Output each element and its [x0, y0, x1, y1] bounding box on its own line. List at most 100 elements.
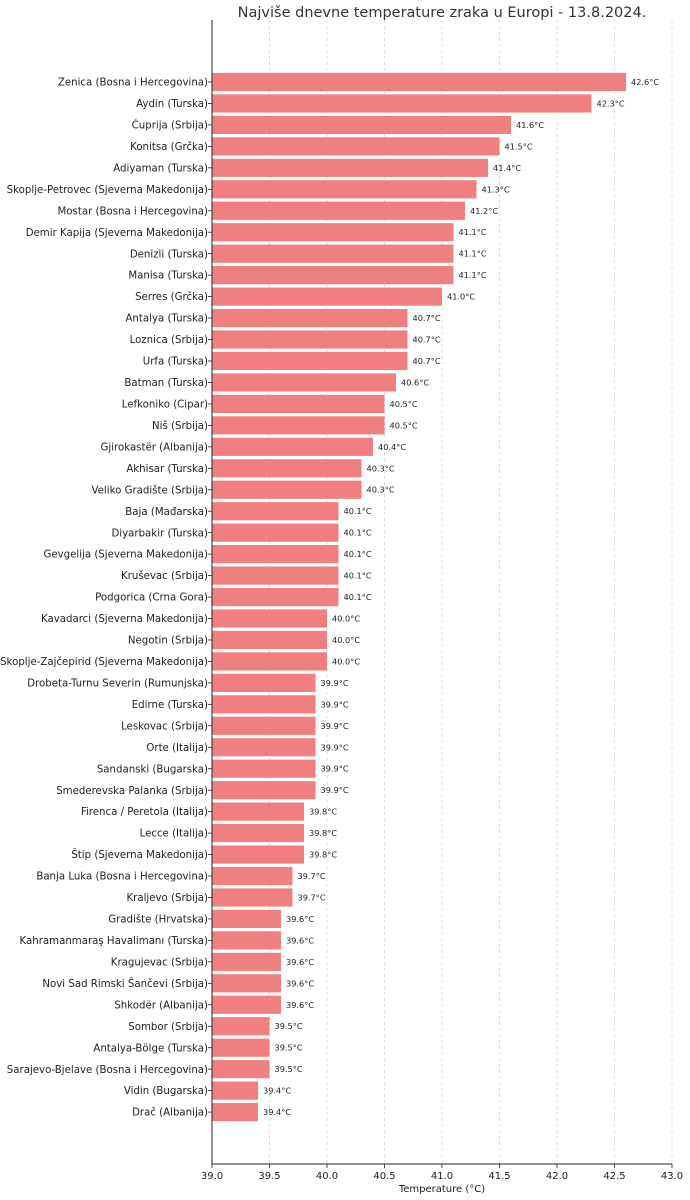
- axes: 39.0 39.5 40.0 40.5 41.0 41.5 42.0 42.5 43.0: [201, 20, 683, 1182]
- value-label: 40.6°C: [401, 377, 429, 387]
- category-label: Sandanski (Bugarska): [97, 764, 208, 775]
- category-label: Ćuprija (Srbija): [132, 119, 208, 132]
- bar: [212, 931, 281, 950]
- value-label: 40.1°C: [344, 549, 372, 559]
- category-label: Antalya (Turska): [125, 314, 208, 325]
- value-label: 40.5°C: [390, 399, 418, 409]
- category-label: Kruševac (Srbija): [121, 570, 208, 582]
- category-label: Manisa (Turska): [128, 271, 208, 282]
- value-label: 39.9°C: [321, 699, 349, 709]
- value-label: 39.9°C: [321, 721, 349, 731]
- x-tick-label: 43.0: [661, 1171, 683, 1182]
- bar: [212, 716, 316, 735]
- value-label: 40.0°C: [332, 635, 360, 645]
- bar: [212, 1081, 258, 1100]
- bar: [212, 609, 327, 628]
- category-label: Niš (Srbija): [152, 420, 208, 432]
- value-label: 39.8°C: [309, 850, 337, 860]
- bar: [212, 266, 454, 285]
- value-label: 39.5°C: [275, 1064, 303, 1074]
- bar: [212, 180, 477, 199]
- category-label: Zenica (Bosna i Hercegovina): [58, 78, 208, 89]
- value-label: 39.7°C: [298, 892, 326, 902]
- value-label: 39.6°C: [286, 978, 314, 988]
- category-label: Drač (Albanija): [132, 1107, 208, 1119]
- category-label: Konitsa (Grčka): [130, 141, 208, 153]
- value-label: 40.1°C: [344, 528, 372, 538]
- bar: [212, 695, 316, 714]
- value-label: 41.6°C: [516, 120, 544, 130]
- bar: [212, 759, 316, 778]
- bar: [212, 416, 385, 435]
- x-tick-label: 39.0: [201, 1171, 223, 1182]
- bar: [212, 1102, 258, 1122]
- value-label: 39.5°C: [275, 1043, 303, 1053]
- category-label: Smederevska Palanka (Srbija): [56, 786, 208, 797]
- category-label: Štip (Sjeverna Makedonija): [71, 848, 208, 861]
- category-labels: Zenica (Bosna i Hercegovina) Aydin (Tursk…: [0, 78, 208, 1119]
- bar: [212, 330, 408, 349]
- value-label: 42.3°C: [597, 98, 625, 108]
- bar: [212, 459, 362, 478]
- category-label: Podgorica (Crna Gora): [95, 593, 208, 604]
- value-label: 39.8°C: [309, 828, 337, 838]
- category-label: Firenca / Peretola (Italija): [81, 807, 208, 818]
- category-label: Sarajevo-Bjelave (Bosna i Hercegovina): [7, 1065, 208, 1076]
- value-label: 39.7°C: [298, 871, 326, 881]
- bar: [212, 909, 281, 929]
- category-label: Lecce (Italija): [140, 829, 208, 840]
- bar: [212, 115, 511, 135]
- value-label: 41.1°C: [459, 270, 487, 280]
- category-label: Shkodër (Albanija): [114, 1000, 208, 1011]
- category-label: Gjirokastër (Albanija): [100, 442, 208, 453]
- category-label: Skoplje-Petrovec (Sjeverna Makedonija): [7, 185, 208, 196]
- x-tick-label: 39.5: [258, 1171, 280, 1182]
- value-label: 40.1°C: [344, 506, 372, 516]
- bar: [212, 1017, 270, 1036]
- value-labels: 42.6°C 42.3°C 41.6°C 41.5°C 41.4°C 41.3°C 41.2…: [263, 77, 659, 1117]
- value-label: 42.6°C: [631, 77, 659, 87]
- bar: [212, 566, 339, 585]
- bar: [212, 502, 339, 521]
- value-label: 41.4°C: [493, 163, 521, 173]
- bar: [212, 952, 281, 971]
- category-label: Akhisar (Turska): [126, 464, 208, 475]
- bar: [212, 308, 408, 328]
- value-label: 40.1°C: [344, 571, 372, 581]
- category-label: Serres (Grčka): [135, 291, 208, 303]
- category-label: Gradište (Hrvatska): [108, 914, 208, 926]
- bar: [212, 888, 293, 907]
- category-label: Leskovac (Srbija): [121, 721, 208, 732]
- value-label: 39.6°C: [286, 914, 314, 924]
- bar: [212, 824, 304, 843]
- bar: [212, 72, 626, 92]
- x-tick-label: 40.5: [373, 1171, 395, 1182]
- value-label: 39.9°C: [321, 678, 349, 688]
- value-label: 41.2°C: [470, 206, 498, 216]
- bar: [212, 480, 362, 499]
- category-label: Orte (Italija): [146, 743, 208, 754]
- bar: [212, 223, 454, 242]
- bar: [212, 373, 396, 392]
- category-label: Diyarbakir (Turska): [111, 528, 208, 539]
- category-label: Negotin (Srbija): [128, 636, 208, 647]
- value-label: 39.6°C: [286, 935, 314, 945]
- category-label: Kraljevo (Srbija): [126, 893, 208, 904]
- bar: [212, 995, 281, 1014]
- category-label: Edirne (Turska): [132, 700, 208, 711]
- bar: [212, 437, 373, 456]
- bar: [212, 287, 442, 306]
- chart-title: Najviše dnevne temperature zraka u Europ…: [238, 5, 647, 21]
- category-label: Mostar (Bosna i Hercegovina): [58, 206, 209, 217]
- value-label: 40.0°C: [332, 656, 360, 666]
- value-label: 41.1°C: [459, 249, 487, 259]
- value-label: 40.7°C: [413, 335, 441, 345]
- category-label: Gevgelija (Sjeverna Makedonija): [43, 550, 208, 561]
- category-label: Urfa (Turska): [143, 357, 208, 368]
- value-label: 40.3°C: [367, 463, 395, 473]
- value-label: 39.9°C: [321, 764, 349, 774]
- category-label: Drobeta-Turnu Severin (Rumunjska): [27, 678, 208, 689]
- category-label: Batman (Turska): [124, 378, 208, 389]
- bars: [212, 72, 626, 1122]
